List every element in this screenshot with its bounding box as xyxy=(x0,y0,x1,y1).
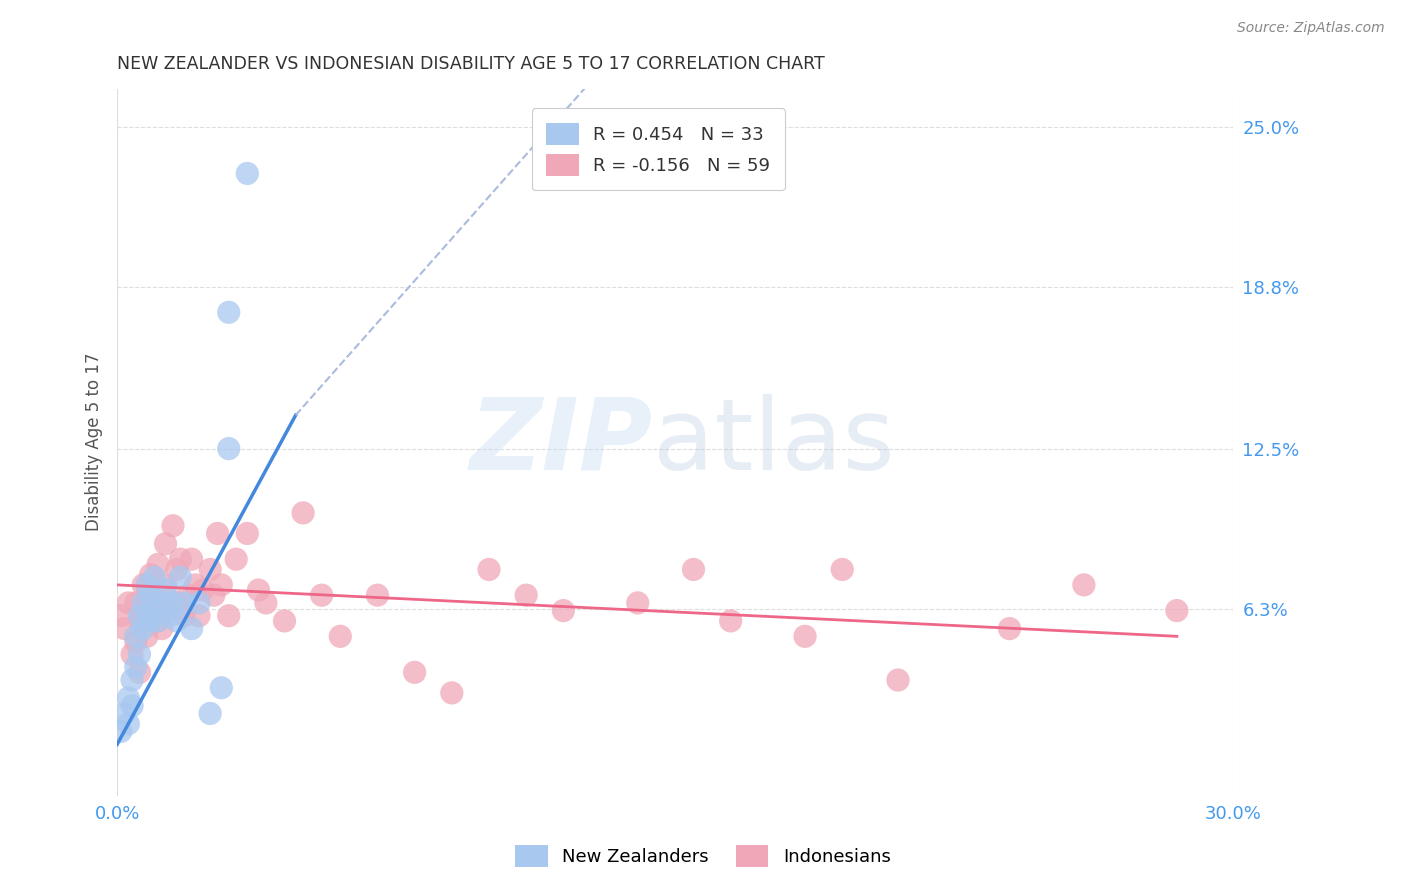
Point xyxy=(121,673,143,687)
Point xyxy=(720,614,742,628)
Point xyxy=(155,582,177,597)
Point xyxy=(143,570,166,584)
Point xyxy=(132,608,155,623)
Point xyxy=(136,578,159,592)
Point xyxy=(218,442,240,456)
Point xyxy=(110,724,132,739)
Point xyxy=(209,578,232,592)
Point xyxy=(292,506,315,520)
Point xyxy=(150,622,173,636)
Point xyxy=(188,608,211,623)
Point xyxy=(198,706,221,721)
Point xyxy=(831,562,853,576)
Point xyxy=(198,562,221,576)
Point xyxy=(128,665,150,680)
Point xyxy=(311,588,333,602)
Point xyxy=(794,629,817,643)
Point xyxy=(247,582,270,597)
Point xyxy=(173,608,195,623)
Legend: New Zealanders, Indonesians: New Zealanders, Indonesians xyxy=(506,836,900,876)
Point xyxy=(404,665,426,680)
Point xyxy=(180,552,202,566)
Point xyxy=(553,604,575,618)
Point xyxy=(139,588,162,602)
Point xyxy=(162,596,184,610)
Point xyxy=(128,608,150,623)
Point xyxy=(166,614,188,628)
Point xyxy=(157,604,180,618)
Text: Source: ZipAtlas.com: Source: ZipAtlas.com xyxy=(1237,21,1385,35)
Text: atlas: atlas xyxy=(652,393,894,491)
Point xyxy=(162,518,184,533)
Point xyxy=(157,608,180,623)
Point xyxy=(146,558,169,572)
Point xyxy=(218,608,240,623)
Point xyxy=(139,567,162,582)
Point xyxy=(125,660,148,674)
Point xyxy=(136,629,159,643)
Point xyxy=(132,596,155,610)
Point xyxy=(184,578,207,592)
Point xyxy=(136,588,159,602)
Point xyxy=(117,596,139,610)
Point xyxy=(117,691,139,706)
Point xyxy=(110,608,132,623)
Point xyxy=(143,604,166,618)
Point xyxy=(146,614,169,628)
Point xyxy=(166,596,188,610)
Point xyxy=(188,596,211,610)
Point xyxy=(132,578,155,592)
Point xyxy=(207,526,229,541)
Point xyxy=(114,622,136,636)
Point xyxy=(236,166,259,180)
Point xyxy=(169,552,191,566)
Point xyxy=(440,686,463,700)
Point xyxy=(173,596,195,610)
Point xyxy=(478,562,501,576)
Point xyxy=(177,588,200,602)
Point xyxy=(155,537,177,551)
Legend: R = 0.454   N = 33, R = -0.156   N = 59: R = 0.454 N = 33, R = -0.156 N = 59 xyxy=(531,108,785,190)
Point xyxy=(114,706,136,721)
Point xyxy=(125,634,148,648)
Point xyxy=(180,622,202,636)
Point xyxy=(225,552,247,566)
Point xyxy=(125,596,148,610)
Point xyxy=(136,608,159,623)
Point xyxy=(202,588,225,602)
Point xyxy=(146,614,169,628)
Point xyxy=(128,648,150,662)
Point xyxy=(117,716,139,731)
Point xyxy=(121,698,143,713)
Point xyxy=(132,622,155,636)
Point xyxy=(366,588,388,602)
Point xyxy=(273,614,295,628)
Point xyxy=(143,596,166,610)
Point xyxy=(887,673,910,687)
Point xyxy=(998,622,1021,636)
Point xyxy=(139,604,162,618)
Point xyxy=(155,578,177,592)
Text: NEW ZEALANDER VS INDONESIAN DISABILITY AGE 5 TO 17 CORRELATION CHART: NEW ZEALANDER VS INDONESIAN DISABILITY A… xyxy=(117,55,825,73)
Point xyxy=(1073,578,1095,592)
Point xyxy=(169,570,191,584)
Point xyxy=(125,629,148,643)
Point xyxy=(218,305,240,319)
Point xyxy=(128,614,150,628)
Point xyxy=(121,648,143,662)
Point xyxy=(236,526,259,541)
Y-axis label: Disability Age 5 to 17: Disability Age 5 to 17 xyxy=(86,353,103,532)
Point xyxy=(627,596,650,610)
Point xyxy=(254,596,277,610)
Point xyxy=(682,562,704,576)
Point xyxy=(515,588,537,602)
Point xyxy=(1166,604,1188,618)
Point xyxy=(329,629,352,643)
Text: ZIP: ZIP xyxy=(470,393,652,491)
Point xyxy=(150,596,173,610)
Point xyxy=(191,582,214,597)
Point xyxy=(139,614,162,628)
Point xyxy=(209,681,232,695)
Point xyxy=(166,562,188,576)
